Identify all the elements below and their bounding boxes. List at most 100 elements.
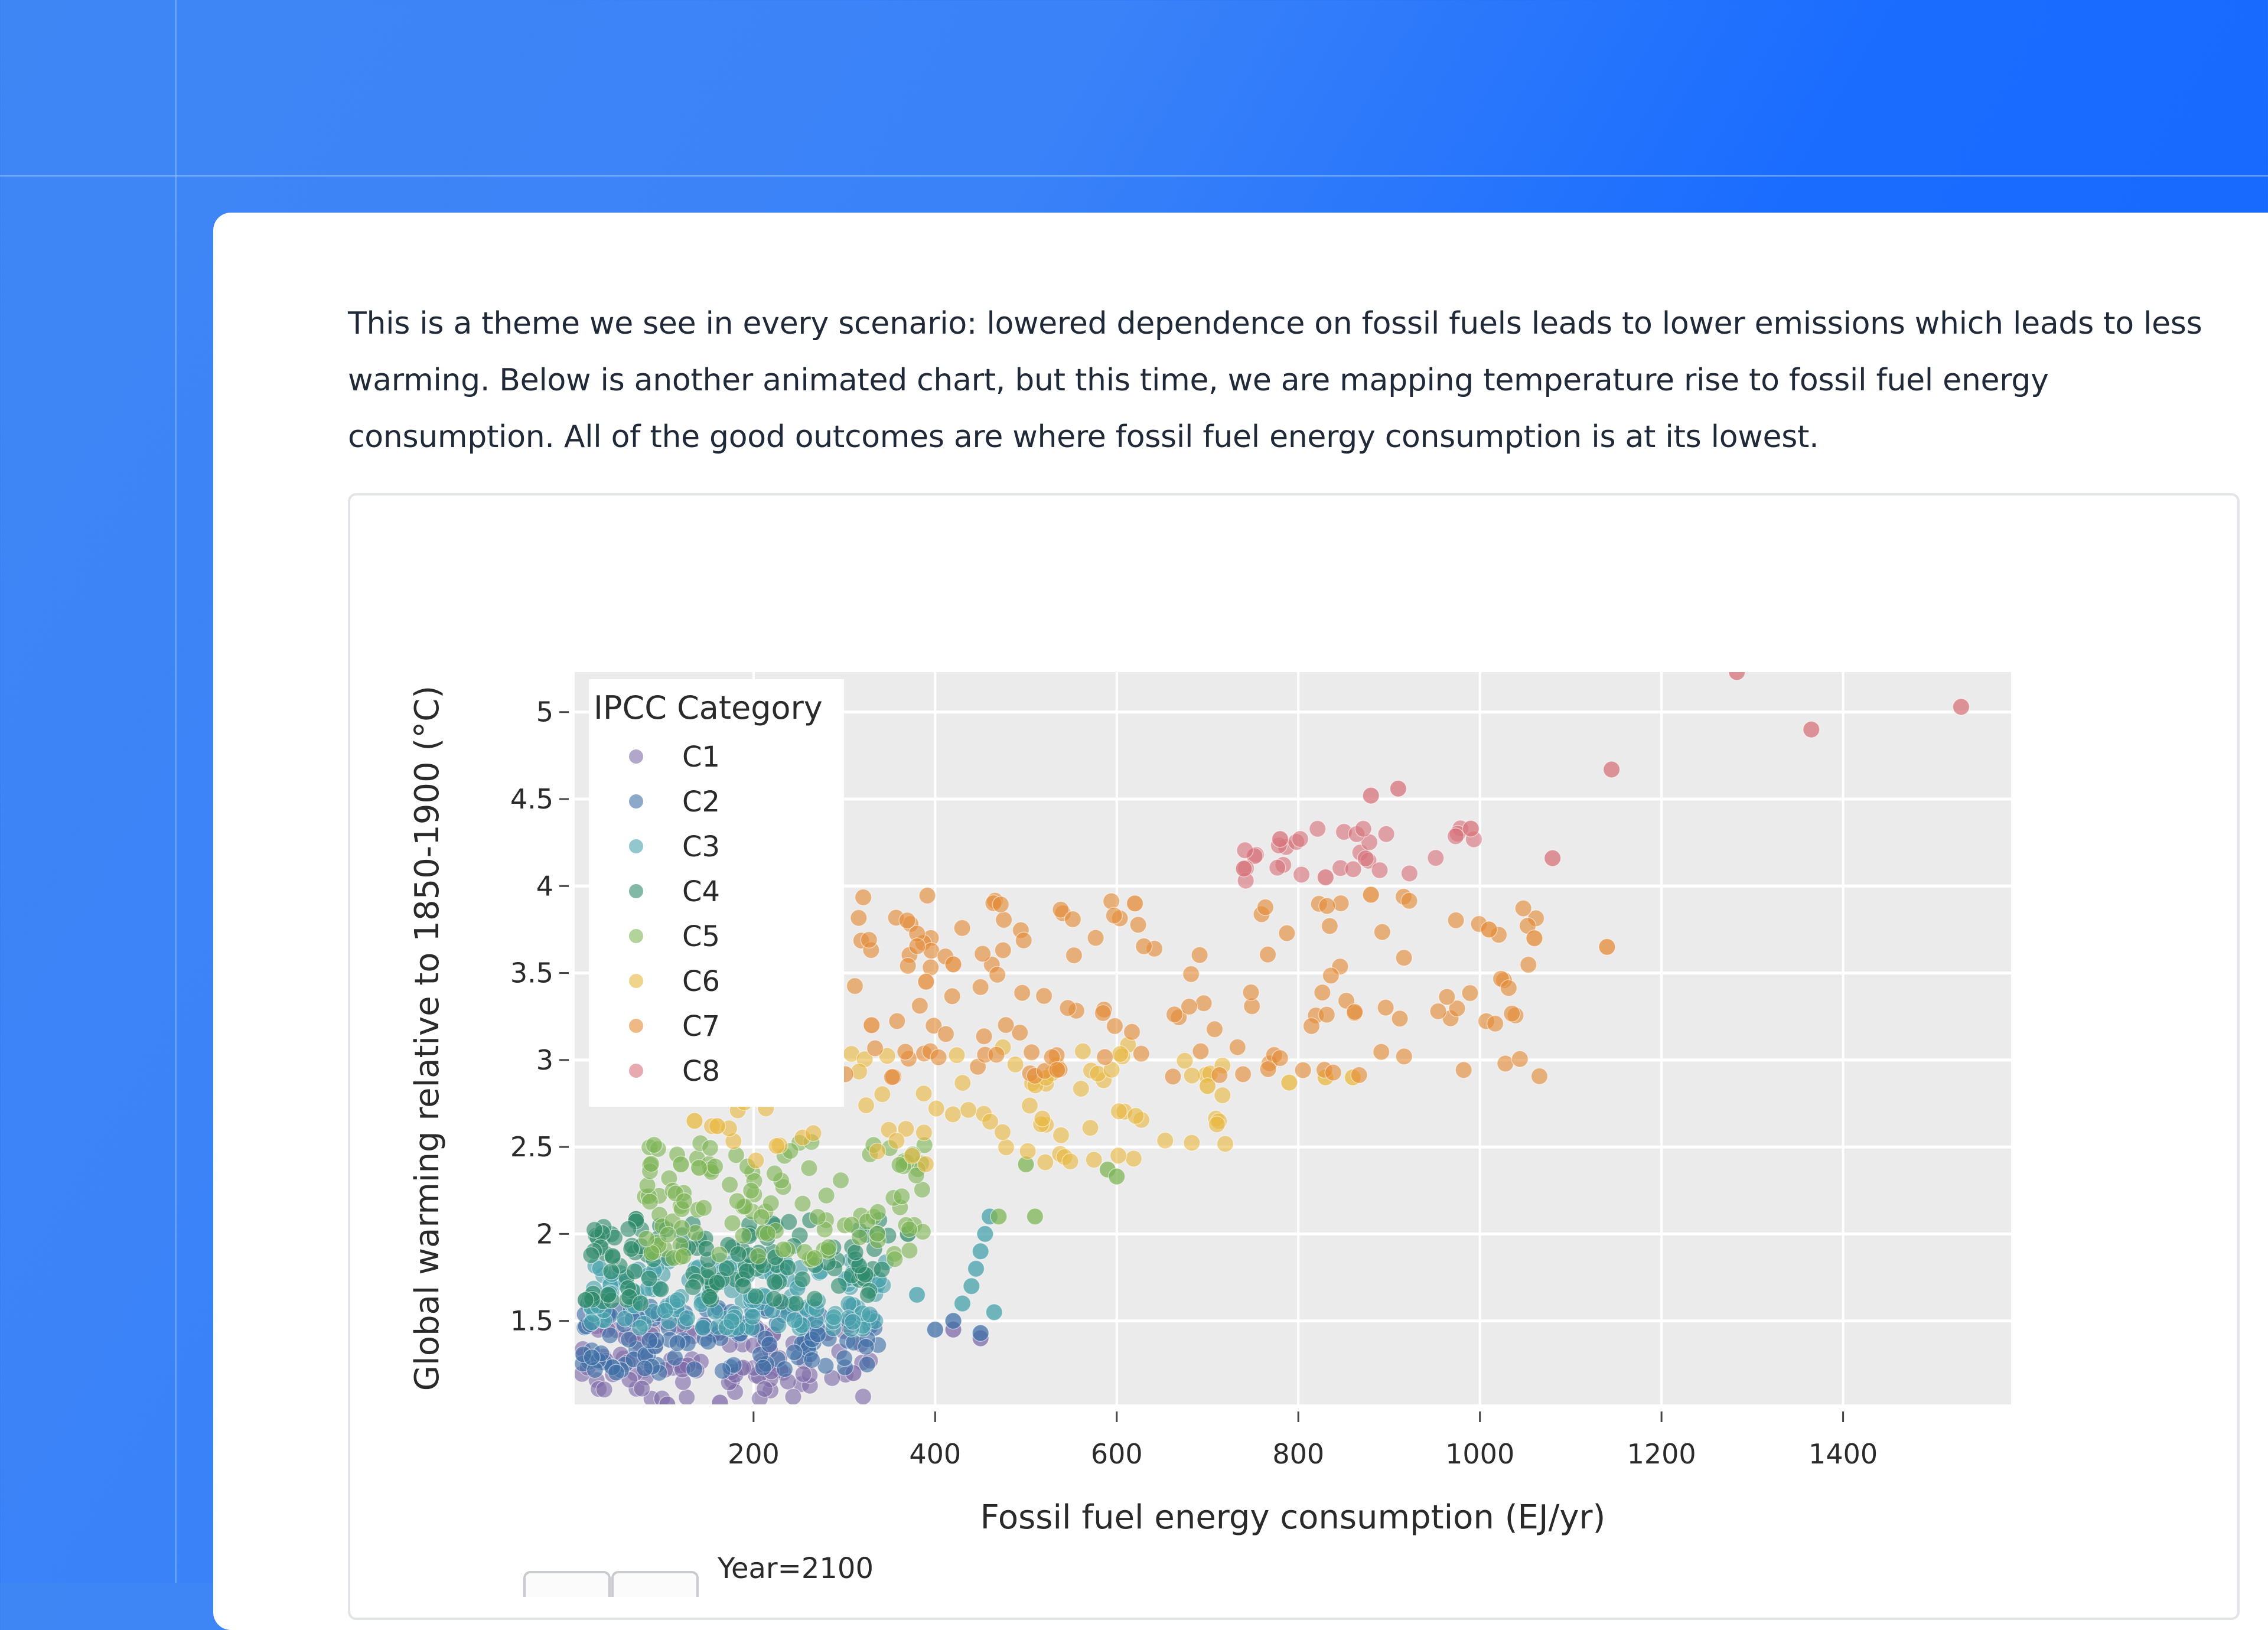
data-point[interactable] [857,1096,875,1114]
data-point[interactable] [1105,907,1123,924]
data-point[interactable] [1006,1055,1024,1074]
data-point[interactable] [1065,946,1083,964]
data-point[interactable] [1511,1050,1529,1068]
data-point[interactable] [1072,1080,1090,1098]
data-point[interactable] [1135,937,1153,956]
data-point[interactable] [1269,859,1286,876]
data-point[interactable] [1318,897,1336,915]
data-point[interactable] [1952,698,1970,716]
data-point[interactable] [675,1192,693,1210]
data-point[interactable] [604,1247,621,1265]
data-point[interactable] [804,1124,822,1142]
data-point[interactable] [1526,929,1543,947]
data-point[interactable] [868,1142,887,1160]
data-point[interactable] [1034,1110,1051,1127]
data-point[interactable] [1278,924,1296,942]
data-point[interactable] [963,1277,980,1295]
data-points[interactable] [573,664,1970,1413]
data-point[interactable] [1094,1004,1112,1022]
data-point[interactable] [844,1313,862,1331]
data-point[interactable] [1480,921,1498,938]
data-point[interactable] [985,1303,1003,1321]
data-point[interactable] [708,1274,726,1292]
data-point[interactable] [972,978,989,996]
data-point[interactable] [917,1155,935,1173]
data-point[interactable] [786,1311,804,1329]
data-point[interactable] [1317,868,1335,886]
data-point[interactable] [1372,1043,1390,1061]
data-point[interactable] [857,1338,875,1356]
data-point[interactable] [1448,999,1466,1018]
data-point[interactable] [734,1277,752,1295]
legend-item-c2[interactable]: C2 [629,785,720,819]
data-point[interactable] [803,1351,821,1369]
data-point[interactable] [674,1247,692,1265]
data-point[interactable] [854,888,872,907]
data-point[interactable] [954,1074,972,1092]
data-point[interactable] [944,1106,962,1123]
legend[interactable]: IPCC Category C1 C2 C3 C4 C5 C6 C7 C8 [589,679,844,1107]
data-point[interactable] [1011,1023,1029,1042]
data-point[interactable] [800,1159,818,1177]
data-point[interactable] [1242,983,1260,1002]
data-point[interactable] [585,1221,604,1239]
pause-button[interactable] [611,1571,699,1597]
data-point[interactable] [583,1348,601,1367]
data-point[interactable] [637,1230,656,1248]
data-point[interactable] [1125,1150,1143,1168]
data-point[interactable] [1318,1006,1336,1023]
data-point[interactable] [930,1048,947,1067]
data-point[interactable] [1256,898,1275,916]
data-point[interactable] [582,1246,600,1264]
data-point[interactable] [755,1380,774,1398]
data-point[interactable] [944,956,962,973]
data-point[interactable] [1357,849,1375,868]
data-point[interactable] [576,1291,595,1309]
data-point[interactable] [724,1214,741,1232]
data-point[interactable] [758,1225,777,1243]
data-point[interactable] [754,1358,772,1377]
data-point[interactable] [784,1388,802,1405]
data-point[interactable] [686,1112,703,1130]
data-point[interactable] [1455,1061,1472,1079]
data-point[interactable] [899,957,917,975]
data-point[interactable] [850,1228,869,1246]
data-point[interactable] [1085,1151,1103,1169]
data-point[interactable] [817,1186,835,1205]
data-point[interactable] [893,1187,911,1205]
data-point[interactable] [1259,1060,1277,1078]
data-point[interactable] [953,919,971,937]
data-point[interactable] [925,1017,943,1035]
data-point[interactable] [967,1260,985,1278]
data-point[interactable] [1176,1052,1194,1070]
data-point[interactable] [734,1227,752,1245]
data-point[interactable] [622,1240,640,1258]
data-point[interactable] [1309,820,1327,838]
data-point[interactable] [861,1306,879,1323]
data-point[interactable] [1059,999,1077,1017]
data-point[interactable] [915,1084,933,1103]
data-point[interactable] [1291,830,1309,848]
data-point[interactable] [1728,664,1746,681]
data-point[interactable] [1294,1061,1312,1079]
data-point[interactable] [806,1249,823,1267]
data-point[interactable] [1061,1152,1079,1171]
data-point[interactable] [645,1136,663,1154]
data-point[interactable] [1362,886,1380,904]
data-point[interactable] [794,1195,812,1212]
data-point[interactable] [669,1334,686,1352]
data-point[interactable] [640,1269,658,1287]
data-point[interactable] [1180,997,1198,1016]
data-point[interactable] [860,931,878,949]
data-point[interactable] [583,1313,601,1331]
data-point[interactable] [595,1381,613,1398]
data-point[interactable] [908,1286,926,1304]
data-point[interactable] [1129,916,1147,934]
data-point[interactable] [911,997,929,1015]
data-point[interactable] [850,909,868,927]
data-point[interactable] [1377,825,1395,843]
data-point[interactable] [997,1139,1015,1156]
data-point[interactable] [918,886,936,905]
data-point[interactable] [1543,849,1562,867]
data-point[interactable] [888,1012,906,1030]
